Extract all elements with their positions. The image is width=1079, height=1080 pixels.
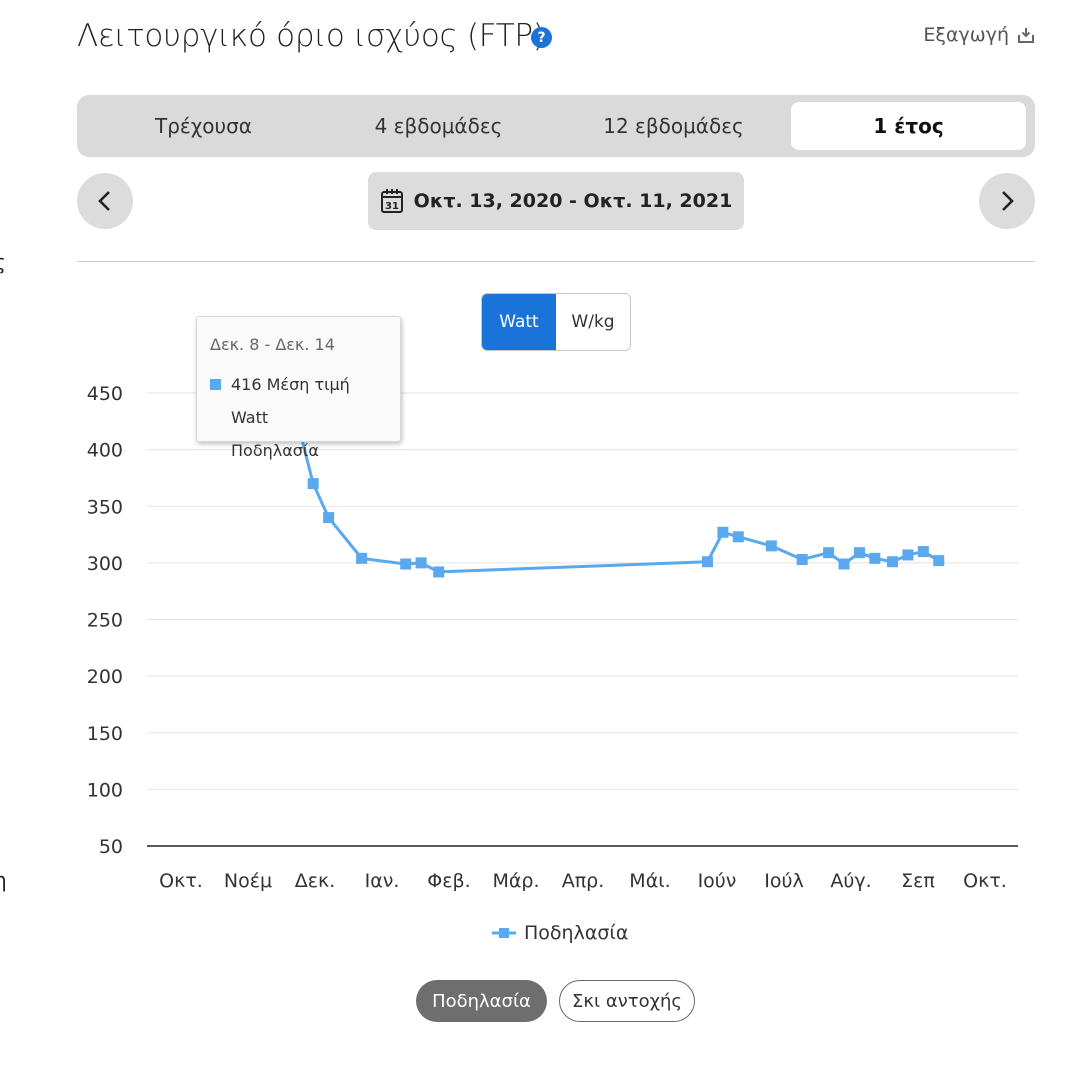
data-point[interactable] <box>886 556 898 568</box>
chevron-right-icon <box>1002 191 1014 211</box>
data-point[interactable] <box>323 512 335 524</box>
data-point[interactable] <box>732 531 744 543</box>
x-tick-label: Φεβ. <box>427 870 470 892</box>
sport-cycling-button[interactable]: Ποδηλασία <box>416 980 547 1022</box>
data-point[interactable] <box>433 566 445 578</box>
data-point[interactable] <box>356 552 368 564</box>
period-tabs: Τρέχουσα 4 εβδομάδες 12 εβδομάδες 1 έτος <box>77 95 1035 157</box>
data-tooltip: Δεκ. 8 - Δεκ. 14 416 Μέση τιμή Watt Ποδη… <box>196 316 401 460</box>
data-point[interactable] <box>917 546 929 558</box>
series-line <box>298 431 940 574</box>
export-button[interactable]: Εξαγωγή <box>923 24 1035 46</box>
x-tick-label: Ιούλ <box>764 870 803 892</box>
data-point[interactable] <box>933 555 945 567</box>
export-label: Εξαγωγή <box>923 24 1009 46</box>
x-tick-label: Ιαν. <box>365 870 400 892</box>
x-tick-label: Οκτ. <box>159 870 203 892</box>
y-tick-label: 250 <box>87 610 123 632</box>
unit-wkg-button[interactable]: W/kg <box>556 294 630 350</box>
y-tick-label: 50 <box>99 836 123 858</box>
data-point[interactable] <box>853 547 865 559</box>
x-tick-label: Δεκ. <box>295 870 336 892</box>
x-tick-label: Σεπ <box>901 870 935 892</box>
tab-4-weeks[interactable]: 4 εβδομάδες <box>374 114 503 138</box>
data-point[interactable] <box>701 556 713 568</box>
x-tick-label: Νοέμ <box>224 870 272 892</box>
unit-toggle: Watt W/kg <box>481 293 631 351</box>
sport-xc-ski-button[interactable]: Σκι αντοχής <box>559 980 695 1022</box>
y-tick-label: 300 <box>87 553 123 575</box>
legend-label: Ποδηλασία <box>524 922 629 944</box>
data-point[interactable] <box>717 526 729 538</box>
calendar-icon: 31 <box>380 189 403 213</box>
next-period-button[interactable] <box>979 173 1035 229</box>
clipped-edge-text-bottom: η <box>0 868 7 892</box>
page-title: Λειτουργικό όριο ισχύος (FTP) <box>77 18 545 54</box>
y-tick-label: 100 <box>87 779 123 801</box>
calendar-day-text: 31 <box>385 201 399 212</box>
series-ftp <box>298 431 945 578</box>
tooltip-series-marker <box>210 379 221 390</box>
y-tick-label: 150 <box>87 723 123 745</box>
y-tick-label: 400 <box>87 440 123 462</box>
data-point[interactable] <box>838 558 850 570</box>
x-tick-label: Μάρ. <box>492 870 539 892</box>
help-icon[interactable]: ? <box>531 27 552 48</box>
clipped-edge-text-top: ς <box>0 250 6 274</box>
unit-watt-button[interactable]: Watt <box>482 294 556 350</box>
x-axis-ticks: Οκτ. Νοέμ Δεκ. Ιαν. Φεβ. Μάρ. Απρ. Μάι. Ιούν Ιούλ… <box>159 870 1007 892</box>
chart-legend[interactable]: Ποδηλασία <box>492 922 628 944</box>
tooltip-title: Δεκ. 8 - Δεκ. 14 <box>210 335 335 354</box>
y-tick-label: 450 <box>87 383 123 405</box>
date-range-selector[interactable]: 31 Οκτ. 13, 2020 - Οκτ. 11, 2021 <box>368 172 744 230</box>
data-point[interactable] <box>400 558 412 570</box>
legend-series-marker <box>492 928 516 938</box>
tooltip-text: 416 Μέση τιμή Watt Ποδηλασία <box>231 368 387 467</box>
y-tick-label: 200 <box>87 666 123 688</box>
y-axis-ticks: 50 100 150 200 250 300 350 400 450 <box>87 383 123 858</box>
tab-12-weeks[interactable]: 12 εβδομάδες <box>603 114 744 138</box>
tab-current[interactable]: Τρέχουσα <box>155 114 252 138</box>
data-point[interactable] <box>307 478 319 490</box>
previous-period-button[interactable] <box>77 173 133 229</box>
data-point[interactable] <box>415 557 427 569</box>
date-range-label: Οκτ. 13, 2020 - Οκτ. 11, 2021 <box>413 190 733 212</box>
data-point[interactable] <box>823 547 835 559</box>
tooltip-series: Ποδηλασία <box>231 441 319 460</box>
data-point[interactable] <box>796 553 808 565</box>
data-point[interactable] <box>869 552 881 564</box>
x-tick-label: Αύγ. <box>830 870 871 892</box>
x-tick-label: Ιούν <box>698 870 737 892</box>
x-tick-label: Μάι. <box>629 870 670 892</box>
x-tick-label: Απρ. <box>562 870 605 892</box>
tooltip-value: 416 Μέση τιμή Watt <box>231 375 350 427</box>
x-tick-label: Οκτ. <box>963 870 1007 892</box>
section-divider <box>77 261 1035 262</box>
tab-1-year[interactable]: 1 έτος <box>791 102 1026 150</box>
chevron-left-icon <box>98 191 110 211</box>
data-point[interactable] <box>902 549 914 561</box>
download-icon <box>1018 28 1034 43</box>
data-point[interactable] <box>765 540 777 552</box>
y-tick-label: 350 <box>87 496 123 518</box>
